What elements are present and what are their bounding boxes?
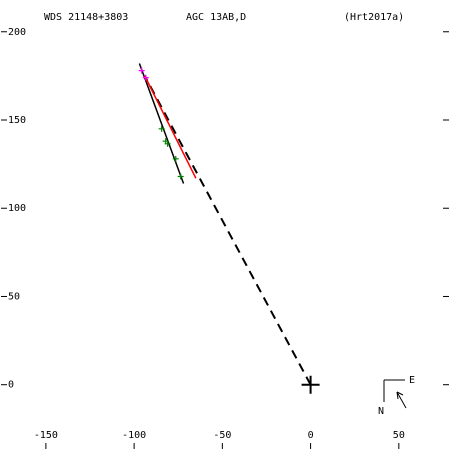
- y-tick-label: 50: [8, 291, 20, 302]
- chart-title: WDS 21148+3803: [44, 12, 128, 23]
- orbit-line: [138, 63, 185, 184]
- x-tick-label: 0: [308, 430, 314, 441]
- compass-north-label: N: [378, 406, 384, 417]
- observation: [158, 125, 165, 132]
- y-tick-label: 200: [8, 27, 26, 38]
- x-tick-label: -100: [122, 430, 146, 441]
- y-tick-label: 0: [8, 380, 14, 391]
- observation: [138, 67, 145, 74]
- observation: [142, 74, 149, 81]
- y-tick-label: 100: [8, 203, 26, 214]
- primary-star: [301, 375, 320, 394]
- chart-subtitle: AGC 13AB,D: [186, 12, 246, 23]
- x-tick-label: 50: [393, 430, 405, 441]
- compass: E N: [378, 375, 415, 417]
- x-tick-label: -50: [213, 430, 231, 441]
- orbit-line: [144, 75, 197, 179]
- motion-arrowhead: [396, 391, 404, 400]
- reference: (Hrt2017a): [344, 12, 404, 23]
- motion-arrow: [396, 391, 407, 409]
- compass-east-label: E: [409, 375, 415, 386]
- observation: [164, 140, 171, 147]
- x-tick-label: -150: [34, 430, 58, 441]
- position-line: [143, 75, 312, 386]
- observation: [177, 173, 184, 180]
- y-tick-label: 150: [8, 115, 26, 126]
- observation: [172, 155, 179, 162]
